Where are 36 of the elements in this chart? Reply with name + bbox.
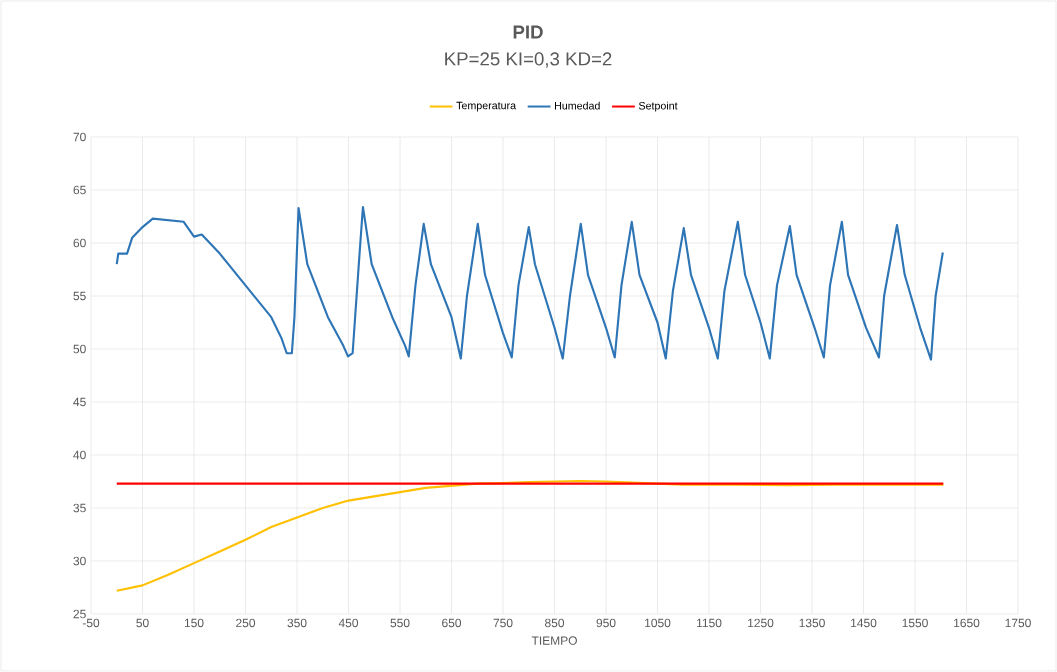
chart-title: PID — [513, 25, 543, 39]
x-tick-label: 450 — [338, 618, 359, 628]
y-tick-label: 45 — [73, 397, 86, 407]
x-tick-label: 1050 — [645, 618, 671, 628]
x-tick-label: 1550 — [902, 618, 928, 628]
x-tick-label: 350 — [287, 618, 307, 628]
legend-label: Humedad — [555, 101, 600, 110]
x-tick-label: 50 — [136, 618, 149, 628]
y-tick-label: 70 — [73, 132, 86, 142]
legend-label: Setpoint — [638, 101, 678, 112]
x-tick-label: 750 — [493, 618, 513, 628]
x-tick-label: 1650 — [954, 618, 980, 628]
chart-subtitle: KP=25 KI=0,3 KD=2 — [445, 52, 612, 68]
x-tick-label: 250 — [236, 618, 256, 628]
x-tick-label: 1150 — [697, 618, 722, 628]
y-tick-label: 40 — [73, 450, 86, 460]
y-tick-label: 65 — [73, 185, 86, 195]
y-tick-label: 50 — [73, 344, 86, 354]
x-tick-label: -50 — [82, 618, 100, 628]
x-tick-label: 1750 — [1005, 618, 1031, 628]
y-tick-label: 35 — [73, 503, 86, 513]
x-axis-title: TIEMPO — [531, 636, 577, 645]
x-tick-label: 1250 — [748, 618, 774, 628]
x-tick-label: 1350 — [799, 618, 825, 628]
x-tick-label: 850 — [545, 618, 565, 628]
line-series — [115, 205, 944, 361]
y-tick-label: 60 — [73, 238, 86, 248]
legend-label: Temperatura — [456, 101, 517, 112]
x-tick-label: 150 — [184, 618, 204, 628]
x-tick-label: 950 — [596, 618, 616, 628]
y-tick-label: 55 — [73, 291, 86, 301]
y-tick-label: 25 — [73, 609, 86, 619]
x-tick-label: 1450 — [851, 618, 877, 628]
x-tick-label: 550 — [390, 618, 410, 628]
y-tick-label: 30 — [73, 556, 86, 566]
x-tick-label: 650 — [442, 618, 462, 628]
